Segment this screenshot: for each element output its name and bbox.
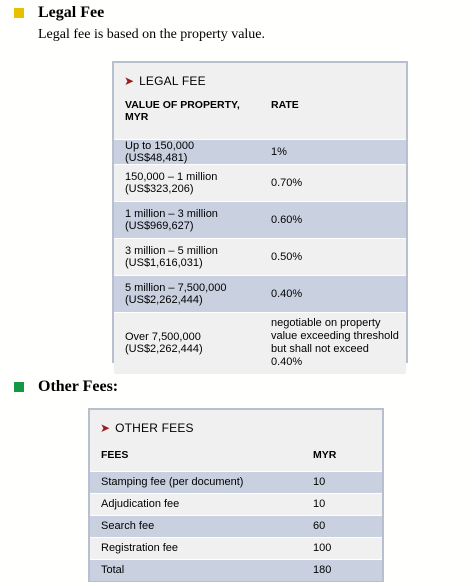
rate-cell: 0.40% [265,274,406,312]
table-row: Adjudication fee 10 [90,492,382,515]
legal-fee-heading: Legal Fee [14,4,104,22]
other-fees-table: FEES MYR Stamping fee (per document) 10 … [90,445,382,581]
other-fees-table-title: ➤ OTHER FEES [90,410,382,438]
fees-column-header: FEES [101,449,129,461]
rate-cell: 0.70% [265,163,406,201]
fee-name-cell: Stamping fee (per document) [90,470,307,493]
arrow-right-icon: ➤ [100,421,111,435]
table-row: Total 180 [90,558,382,581]
fee-amount-cell: 100 [307,536,382,559]
myr-column-header: MYR [313,449,337,461]
table-row: Registration fee 100 [90,536,382,559]
fee-amount-cell: 10 [307,470,382,493]
table-row: 5 million – 7,500,000 (US$2,262,444) 0.4… [114,274,406,312]
table-row: Search fee 60 [90,514,382,537]
fee-amount-cell: 10 [307,492,382,515]
other-fees-table-box: ➤ OTHER FEES FEES MYR Stamping fee (per … [88,408,384,582]
table-row: Stamping fee (per document) 10 [90,470,382,493]
table-row: Over 7,500,000 (US$2,262,444) negotiable… [114,311,406,374]
table-row: 150,000 – 1 million (US$323,206) 0.70% [114,163,406,201]
fee-amount-cell: 60 [307,514,382,537]
arrow-right-icon: ➤ [124,74,135,88]
rate-cell: 0.60% [265,200,406,238]
legal-fee-heading-text: Legal Fee [38,4,105,21]
property-value-cell: 5 million – 7,500,000 (US$2,262,444) [114,274,265,312]
other-fees-heading: Other Fees: [14,378,118,396]
property-value-cell: 150,000 – 1 million (US$323,206) [114,163,265,201]
legal-fee-table: VALUE OF PROPERTY, MYR RATE Up to 150,00… [114,99,406,374]
rate-cell: negotiable on property value exceeding t… [265,311,406,374]
other-fees-title-text: OTHER FEES [115,421,194,435]
property-value-cell: 3 million – 5 million (US$1,616,031) [114,237,265,275]
rate-column-header: RATE [271,99,299,111]
fee-name-cell: Adjudication fee [90,492,307,515]
fee-name-cell: Search fee [90,514,307,537]
legal-fee-intro: Legal fee is based on the property value… [38,27,266,42]
property-value-cell: Over 7,500,000 (US$2,262,444) [114,311,265,374]
other-fees-heading-text: Other Fees: [38,378,119,395]
legal-fee-header-row: VALUE OF PROPERTY, MYR RATE [114,99,406,139]
fee-name-cell: Total [90,558,307,581]
rate-cell: 0.50% [265,237,406,275]
rate-cell: 1% [265,138,406,164]
green-square-bullet-icon [14,382,24,392]
table-row: Up to 150,000 (US$48,481) 1% [114,138,406,164]
property-value-cell: Up to 150,000 (US$48,481) [114,138,265,164]
table-row: 3 million – 5 million (US$1,616,031) 0.5… [114,237,406,275]
other-fees-header-row: FEES MYR [90,445,382,471]
legal-fee-table-box: ➤ LEGAL FEE VALUE OF PROPERTY, MYR RATE … [112,61,408,374]
legal-fee-title-text: LEGAL FEE [139,74,206,88]
fee-amount-cell: 180 [307,558,382,581]
property-value-column-header: VALUE OF PROPERTY, MYR [125,99,240,123]
legal-fee-table-title: ➤ LEGAL FEE [114,63,406,91]
property-value-cell: 1 million – 3 million (US$969,627) [114,200,265,238]
table-row: 1 million – 3 million (US$969,627) 0.60% [114,200,406,238]
yellow-square-bullet-icon [14,8,24,18]
fee-name-cell: Registration fee [90,536,307,559]
